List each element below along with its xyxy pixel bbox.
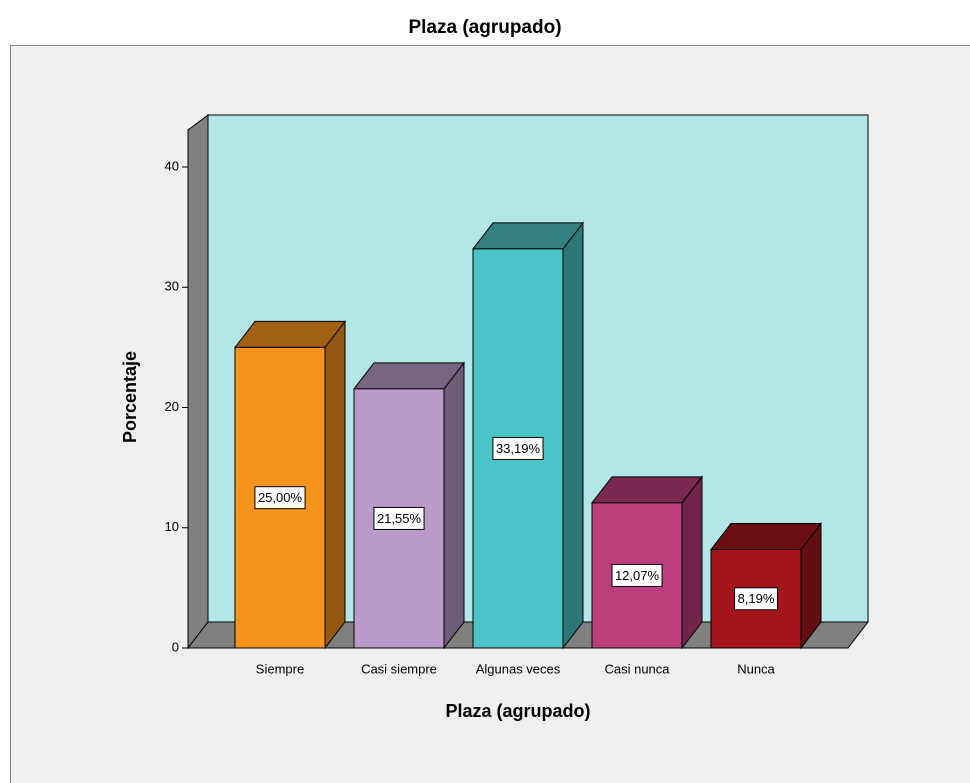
bar-top: [590, 476, 704, 504]
bar-side: [681, 475, 703, 650]
y-axis-title: Porcentaje: [120, 351, 140, 443]
x-tick-label: Nunca: [737, 661, 775, 676]
x-tick-label: Siempre: [256, 661, 304, 676]
value-label-box: [492, 436, 544, 460]
value-label: 8,19%: [738, 591, 775, 606]
bar-side: [324, 319, 346, 650]
y-tick-label: 40: [165, 158, 179, 173]
y-tick-label: 30: [165, 279, 179, 294]
value-label: 33,19%: [496, 441, 541, 456]
bar-top: [471, 222, 585, 250]
value-label-box: [734, 587, 778, 611]
bar-top: [709, 523, 823, 551]
x-tick-label: Algunas veces: [476, 661, 561, 676]
side-wall: [187, 114, 209, 650]
value-label-box: [254, 486, 306, 510]
value-label: 21,55%: [377, 511, 422, 526]
value-label-box: [611, 563, 663, 587]
y-tick-label: 0: [172, 639, 179, 654]
y-tick-label: 20: [165, 399, 179, 414]
x-axis-title: Plaza (agrupado): [445, 701, 590, 721]
y-tick-label: 10: [165, 519, 179, 534]
x-tick-label: Casi nunca: [604, 661, 670, 676]
value-label: 12,07%: [615, 568, 660, 583]
bar-top: [352, 362, 466, 390]
bar-side: [443, 361, 465, 650]
bar-side: [562, 221, 584, 650]
x-tick-label: Casi siempre: [361, 661, 437, 676]
value-label: 25,00%: [258, 490, 303, 505]
bar-top: [233, 320, 347, 348]
value-label-box: [373, 506, 425, 530]
chart-title: Plaza (agrupado): [408, 17, 561, 38]
